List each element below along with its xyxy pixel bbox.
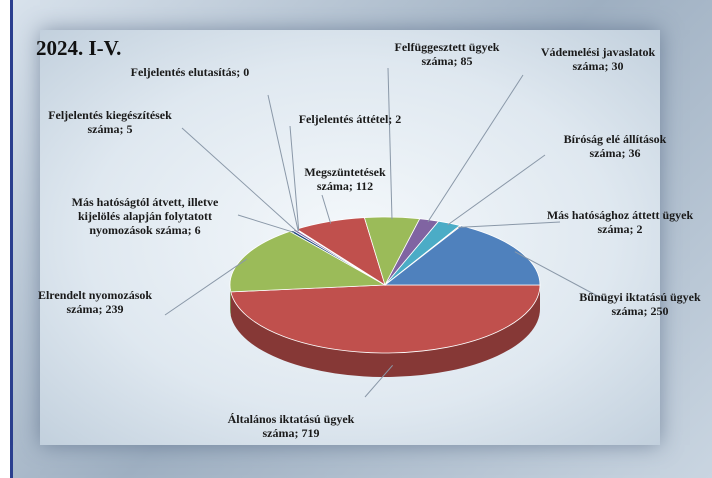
leader-line xyxy=(321,194,332,224)
data-label: Más hatósághoz áttett ügyek száma; 2 xyxy=(546,208,694,236)
leader-line xyxy=(237,214,295,233)
data-label: Feljelentés áttétel; 2 xyxy=(298,112,402,126)
leader-line xyxy=(447,154,546,226)
leader-line xyxy=(181,127,298,232)
leader-line xyxy=(289,125,300,232)
leader-line xyxy=(364,364,394,398)
data-label: Felfüggesztett ügyek száma; 85 xyxy=(394,40,500,68)
chart-title: 2024. I-V. xyxy=(36,36,122,60)
leader-line xyxy=(164,258,248,316)
leader-line xyxy=(387,67,393,220)
slice xyxy=(383,225,541,286)
data-label: Megszüntetések száma; 112 xyxy=(304,165,386,193)
leader-line xyxy=(458,221,561,228)
data-label: Feljelentés kiegészítések száma; 5 xyxy=(48,108,172,136)
leader-line xyxy=(427,74,524,223)
leader-line xyxy=(267,94,299,232)
data-label: Más hatóságtól átvett, illetve kijelölés… xyxy=(71,195,219,237)
leader-line xyxy=(514,251,606,301)
slice-side xyxy=(230,285,540,377)
data-label: Vádemelési javaslatok száma; 30 xyxy=(540,45,656,73)
data-label: Bűnügyi iktatású ügyek száma; 250 xyxy=(579,290,701,318)
data-label: Bíróság elé állítások száma; 36 xyxy=(563,132,667,160)
data-label: Elrendelt nyomozások száma; 239 xyxy=(37,288,153,316)
data-label: Feljelentés elutasítás; 0 xyxy=(130,65,250,79)
slice xyxy=(230,284,541,354)
data-label: Általános iktatású ügyek száma; 719 xyxy=(227,412,355,440)
slice xyxy=(229,230,387,293)
